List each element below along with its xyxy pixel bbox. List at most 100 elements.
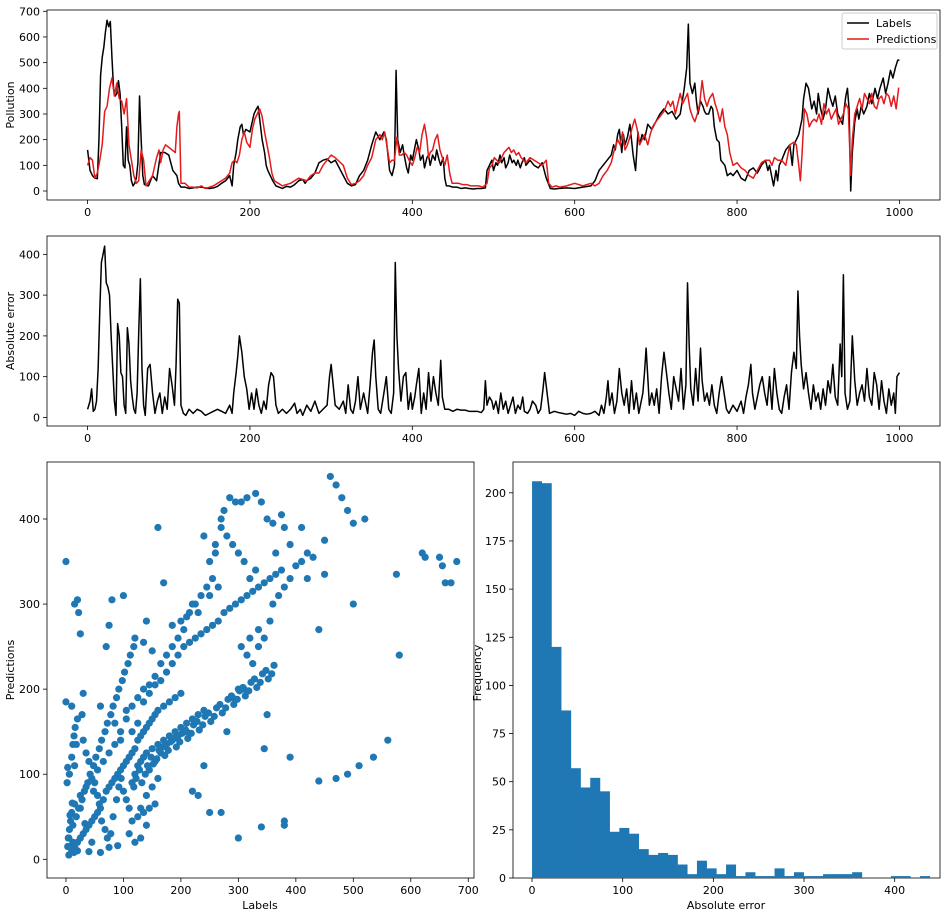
scatter-point: [223, 728, 231, 736]
scatter-point: [268, 670, 276, 678]
x-tick-label: 600: [564, 432, 585, 445]
x-tick-label: 600: [400, 884, 421, 897]
scatter-point: [69, 821, 77, 829]
scatter-point: [197, 630, 205, 638]
scatter-point: [115, 783, 123, 791]
scatter-point: [170, 734, 178, 743]
scatter-point: [237, 596, 245, 604]
histogram-bar: [570, 768, 581, 878]
y-axis-label: Pollution: [4, 81, 17, 128]
scatter-point: [220, 608, 228, 617]
histogram-bar: [687, 874, 698, 878]
scatter-point: [206, 808, 214, 817]
scatter-point: [263, 515, 271, 523]
scatter-point: [139, 638, 148, 646]
scatter-point: [234, 549, 242, 557]
scatter-point: [272, 570, 280, 578]
scatter-point: [149, 760, 157, 768]
scatter-point: [270, 661, 278, 669]
scatter-point: [297, 557, 306, 566]
scatter-point: [234, 834, 242, 842]
scatter-point: [109, 702, 117, 710]
y-tick-label: 400: [19, 248, 40, 261]
y-tick-label: 100: [19, 371, 40, 384]
scatter-point: [252, 489, 260, 498]
y-tick-label: 100: [19, 768, 40, 781]
scatter-point: [168, 643, 176, 651]
scatter-point: [277, 566, 286, 574]
plot-area-frame: [46, 461, 475, 879]
histogram-bar: [619, 827, 630, 878]
scatter-point: [208, 621, 217, 629]
scatter-point: [64, 834, 72, 842]
histogram-bar: [716, 874, 727, 878]
scatter-point: [120, 668, 129, 676]
scatter-point: [292, 562, 300, 570]
y-tick-label: 200: [19, 134, 40, 147]
y-tick-label: 0: [33, 185, 40, 198]
scatter-point: [250, 675, 259, 683]
x-tick-label: 500: [343, 884, 364, 897]
scatter-point: [349, 519, 357, 527]
scatter-point: [249, 660, 257, 668]
scatter-point: [338, 494, 346, 502]
scatter-point: [139, 685, 148, 693]
scatter-point: [266, 617, 274, 625]
scatter-point: [206, 557, 214, 566]
scatter-point: [134, 694, 142, 702]
scatter-point: [84, 779, 92, 787]
x-tick-label: 100: [612, 884, 633, 897]
scatter-point: [303, 549, 311, 557]
scatter-point: [200, 532, 208, 540]
histogram-bar: [532, 481, 543, 878]
scatter-point: [252, 566, 260, 574]
scatter-point: [99, 757, 107, 766]
y-axis-label: Frequency: [471, 644, 484, 701]
x-tick-label: 1000: [885, 206, 913, 219]
scatter-point: [141, 770, 149, 778]
scatter-point: [82, 825, 90, 834]
scatter-point: [160, 579, 168, 587]
scatter-point: [157, 660, 165, 668]
scatter-point: [132, 774, 140, 783]
scatter-point: [82, 749, 90, 757]
scatter-point: [93, 808, 102, 817]
scatter-point: [62, 557, 70, 566]
scatter-point: [203, 625, 211, 634]
x-tick-label: 700: [458, 884, 479, 897]
scatter-point: [260, 745, 268, 753]
scatter-point: [199, 721, 207, 729]
scatter-point: [297, 523, 306, 532]
histogram-bar: [551, 646, 562, 878]
scatter-point: [185, 638, 194, 646]
scatter-point: [145, 689, 153, 697]
scatter-point: [130, 783, 138, 791]
x-tick-label: 200: [170, 884, 191, 897]
scatter-point: [447, 579, 455, 587]
scatter-point: [272, 549, 280, 557]
scatter-point: [124, 660, 132, 668]
scatter-point: [142, 791, 151, 800]
scatter-point: [154, 523, 162, 532]
histogram-bar: [823, 874, 834, 878]
scatter-point: [188, 787, 196, 795]
scatter-point: [343, 770, 352, 778]
histogram-bar: [852, 872, 863, 878]
scatter-point: [214, 583, 222, 591]
scatter-point: [211, 549, 219, 557]
scatter-point: [441, 579, 449, 587]
scatter-point: [233, 695, 241, 703]
x-tick-label: 600: [564, 206, 585, 219]
scatter-point: [191, 634, 199, 642]
histogram-bar: [803, 876, 814, 878]
histogram-bar: [706, 868, 717, 878]
scatter-point: [116, 728, 125, 736]
histogram-bars: [532, 481, 931, 878]
y-tick-label: 500: [19, 57, 40, 70]
scatter-point: [194, 608, 202, 617]
scatter-point: [246, 574, 254, 583]
scatter-point: [86, 770, 94, 778]
histogram-bar: [755, 876, 766, 878]
scatter-point: [108, 596, 116, 604]
scatter-point: [105, 749, 113, 757]
